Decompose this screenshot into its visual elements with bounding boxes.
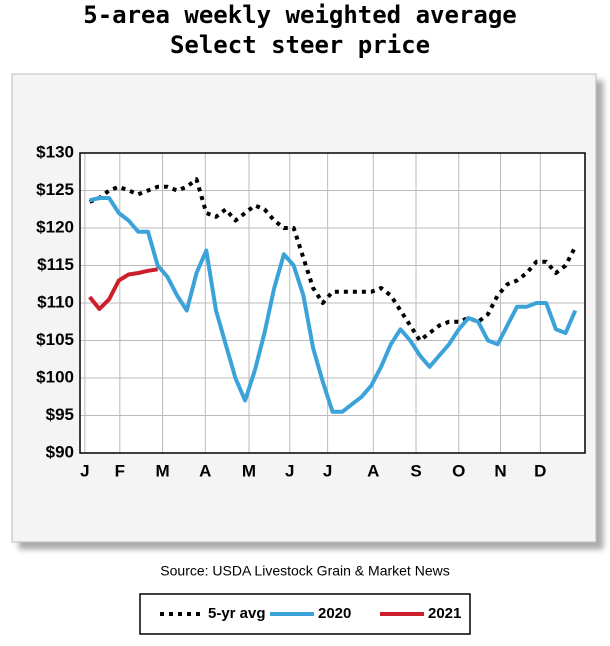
x-tick-label: M: [242, 461, 256, 480]
legend-label: 2020: [318, 605, 351, 622]
x-tick-label: J: [285, 461, 294, 480]
x-tick-label: N: [494, 461, 506, 480]
y-tick-label: $90: [46, 442, 74, 461]
legend-label: 5-yr avg: [208, 605, 266, 622]
plot-border: [79, 152, 586, 454]
y-tick-label: $115: [37, 255, 74, 274]
series-line: [88, 267, 159, 311]
y-tick-label: $95: [46, 405, 74, 424]
x-tick-label: D: [534, 461, 546, 480]
y-tick-label: $105: [36, 330, 74, 349]
x-tick-label: S: [410, 461, 421, 480]
x-tick-label: J: [323, 461, 332, 480]
x-tick-label: M: [155, 461, 169, 480]
y-tick-label: $120: [36, 217, 74, 236]
x-tick-label: A: [199, 461, 211, 480]
source-note: Source: USDA Livestock Grain & Market Ne…: [160, 563, 449, 579]
series-line: [89, 196, 578, 414]
x-tick-label: F: [115, 461, 125, 480]
y-tick-label: $110: [37, 292, 74, 311]
y-tick-label: $125: [36, 180, 74, 199]
chart-title: 5-area weekly weighted average: [83, 1, 516, 29]
chart-title: Select steer price: [170, 31, 430, 59]
legend-label: 2021: [428, 605, 461, 622]
x-tick-label: O: [452, 461, 465, 480]
x-tick-label: A: [367, 461, 379, 480]
y-tick-label: $130: [36, 142, 74, 161]
x-tick-label: J: [80, 461, 89, 480]
y-tick-label: $100: [36, 367, 74, 386]
